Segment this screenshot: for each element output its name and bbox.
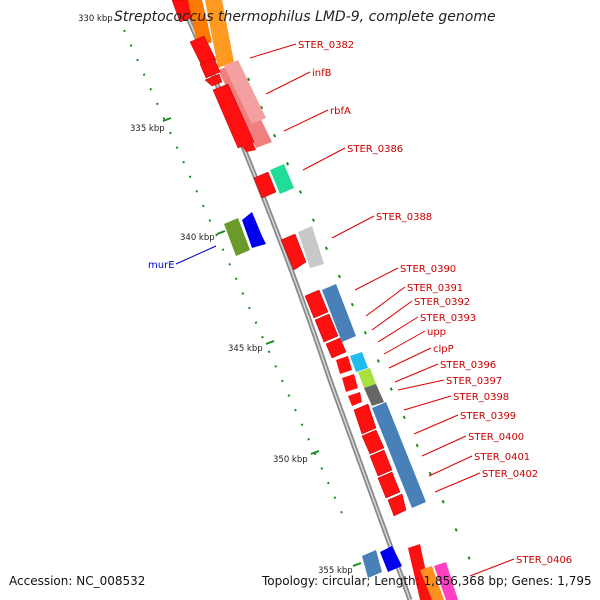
gene-label[interactable]: STER_0382	[298, 40, 354, 51]
tick-mark	[352, 562, 362, 567]
gene-box-orange[interactable]	[205, 0, 234, 68]
gene-label[interactable]: rbfA	[330, 106, 351, 117]
tick-mark	[265, 340, 275, 345]
label-connector-blue	[175, 245, 217, 265]
gene-label[interactable]: STER_0402	[482, 469, 538, 480]
gene-box-steelblue[interactable]	[322, 284, 356, 342]
gene-arrow-blue[interactable]	[242, 212, 266, 248]
gene-label-murE[interactable]: murE	[148, 260, 175, 271]
gene-arrow[interactable]	[253, 171, 277, 199]
gene-label[interactable]: STER_0392	[414, 297, 470, 308]
gene-box-pink[interactable]	[434, 562, 458, 600]
tick-mark	[216, 230, 226, 235]
tick-label: 345 kbp	[228, 344, 263, 354]
gene-arrow[interactable]	[240, 140, 256, 152]
gene-label[interactable]: STER_0401	[474, 452, 530, 463]
gene-arrow[interactable]	[199, 57, 221, 79]
genome-summary-text: Topology: circular; Length: 1,856,368 bp…	[262, 574, 592, 588]
gene-label[interactable]: STER_0386	[347, 144, 403, 155]
gene-label[interactable]: STER_0399	[460, 411, 516, 422]
gene-label[interactable]: STER_0396	[440, 360, 496, 371]
gene-arrow[interactable]	[348, 392, 362, 406]
gene-arrow[interactable]	[336, 356, 352, 374]
gene-arrow[interactable]	[280, 233, 307, 271]
gene-arrow[interactable]	[189, 35, 217, 67]
tick-labels: 330 kbp 335 kbp 340 kbp 345 kbp 350 kbp …	[78, 14, 353, 576]
gene-box-gray[interactable]	[298, 226, 324, 268]
gene-arrow[interactable]	[369, 449, 393, 477]
gene-arrow[interactable]	[342, 374, 358, 392]
gene-label[interactable]: infB	[312, 68, 332, 79]
gene-label[interactable]: STER_0397	[446, 376, 502, 387]
tick-label: 340 kbp	[180, 233, 215, 243]
gene-label[interactable]: clpP	[433, 344, 454, 355]
gene-label[interactable]: STER_0388	[376, 212, 432, 223]
gene-box-orange[interactable]	[188, 0, 212, 48]
tick-mark	[162, 117, 172, 122]
gene-arrow-blue[interactable]	[380, 546, 402, 572]
gene-box-darkgray[interactable]	[364, 384, 384, 406]
gene-label[interactable]: STER_0390	[400, 264, 456, 275]
gene-box-steelblue[interactable]	[372, 402, 426, 508]
gene-arrow[interactable]	[353, 403, 377, 435]
tick-label: 355 kbp	[318, 566, 353, 576]
gene-arrow[interactable]	[212, 83, 255, 149]
gene-box-teal[interactable]	[270, 164, 294, 194]
label-connectors	[249, 43, 515, 577]
tick-mark	[310, 450, 320, 455]
gene-arrow[interactable]	[325, 337, 347, 359]
gene-arrow[interactable]	[304, 289, 329, 319]
gene-arrow[interactable]	[408, 544, 432, 600]
gene-box-salmon[interactable]	[224, 60, 266, 124]
gene-arrow[interactable]	[377, 471, 401, 499]
gene-arrow[interactable]	[204, 73, 223, 87]
gene-arrow[interactable]	[361, 429, 385, 455]
gene-box-lime[interactable]	[358, 368, 376, 388]
gene-arrow[interactable]	[387, 493, 407, 517]
gene-arrow[interactable]	[314, 313, 339, 343]
gene-box-orange[interactable]	[420, 566, 444, 600]
genome-title: Streptococcus thermophilus LMD-9, comple…	[114, 9, 496, 25]
gene-box-cyan[interactable]	[350, 352, 368, 372]
gene-label[interactable]: STER_0406	[516, 555, 572, 566]
gene-label[interactable]: STER_0398	[453, 392, 509, 403]
tick-label: 330 kbp	[78, 14, 113, 24]
major-ticks	[162, 117, 362, 567]
gene-label[interactable]: STER_0391	[407, 283, 463, 294]
gene-features	[171, 0, 458, 600]
gene-box-steelblue[interactable]	[362, 550, 382, 578]
gene-label[interactable]: upp	[427, 327, 446, 338]
gene-label[interactable]: STER_0400	[468, 432, 524, 443]
tick-label: 350 kbp	[273, 455, 308, 465]
tick-label: 335 kbp	[130, 124, 165, 134]
accession-text: Accession: NC_008532	[9, 574, 146, 588]
gene-labels: STER_0382 infB rbfA STER_0386 STER_0388 …	[148, 40, 572, 566]
gene-label[interactable]: STER_0393	[420, 313, 476, 324]
gene-box-olive[interactable]	[224, 218, 250, 256]
